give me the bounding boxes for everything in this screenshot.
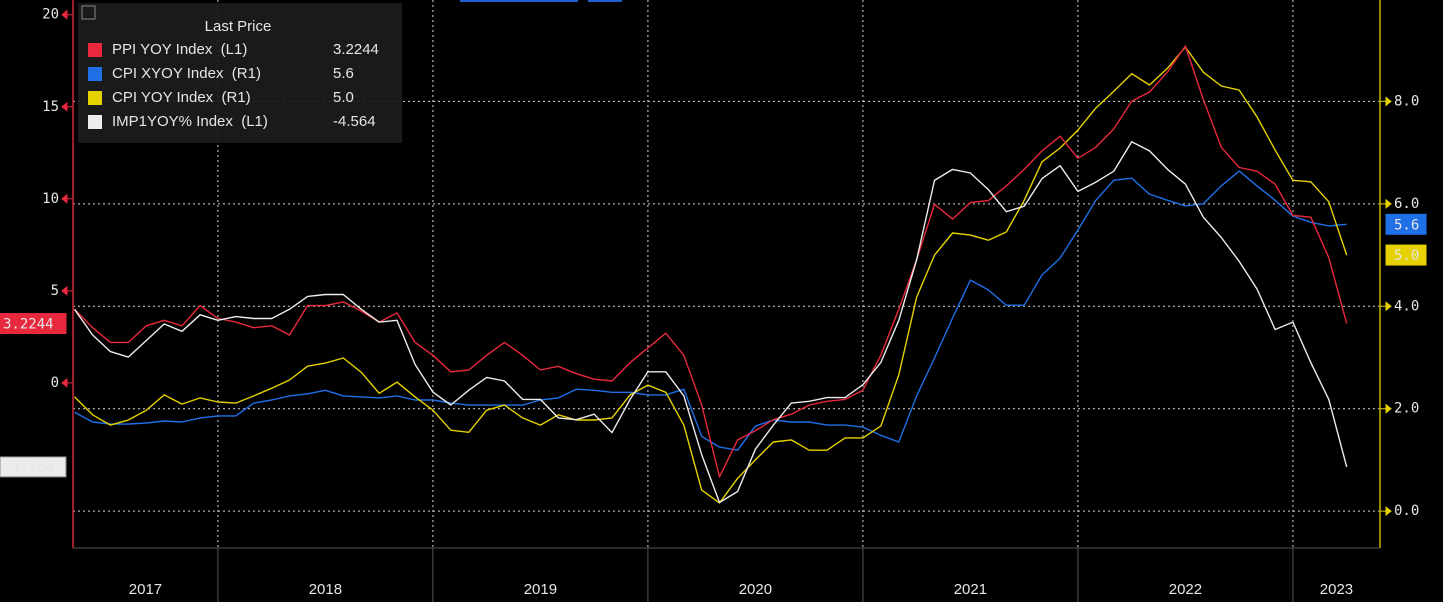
y2-tick-label: 4.0 <box>1394 298 1419 314</box>
toolbar-edge <box>588 0 622 2</box>
x-tick-label: 2022 <box>1169 581 1202 598</box>
y-tick-label: 5 <box>51 283 59 299</box>
last-value-label: 5.6 <box>1394 217 1419 233</box>
legend-label: CPI XYOY Index (R1) <box>112 65 261 82</box>
x-tick-label: 2019 <box>524 581 557 598</box>
legend-label: CPI YOY Index (R1) <box>112 89 251 106</box>
legend-icon[interactable] <box>81 5 96 20</box>
legend-box <box>78 3 402 143</box>
y2-tick <box>1380 301 1392 312</box>
legend-label: PPI YOY Index (L1) <box>112 41 247 58</box>
series-line <box>74 46 1348 504</box>
y2-tick-label: 0.0 <box>1394 503 1419 519</box>
last-value-tag <box>0 456 67 478</box>
y2-tick-label: 2.0 <box>1394 401 1419 417</box>
y2-tick-label: 6.0 <box>1394 196 1419 212</box>
x-tick-label: 2018 <box>309 581 342 598</box>
series-line <box>74 45 1348 478</box>
last-value-label: -4.564 <box>3 460 54 476</box>
last-value-tag <box>1385 244 1427 266</box>
legend-swatch <box>88 91 102 105</box>
last-value-label: 5.0 <box>1394 248 1419 264</box>
y2-tick <box>1380 198 1392 209</box>
series-line <box>73 141 1348 504</box>
legend-value: -4.564 <box>333 113 376 130</box>
y-tick-label: 20 <box>42 7 59 23</box>
last-value-tag <box>0 313 67 335</box>
legend: Last Price PPI YOY Index (L1) 3.2244 CPI X… <box>78 3 402 143</box>
legend-title: Last Price <box>205 18 272 35</box>
y-tick <box>61 101 73 112</box>
y-tick-label: 10 <box>42 191 59 207</box>
y-tick <box>61 377 73 388</box>
last-value-label: 3.2244 <box>3 317 54 333</box>
legend-value: 5.6 <box>333 65 354 82</box>
x-tick-label: 2017 <box>129 581 162 598</box>
legend-swatch <box>88 67 102 81</box>
legend-swatch <box>88 115 102 129</box>
legend-value: 3.2244 <box>333 41 379 58</box>
legend-value: 5.0 <box>333 89 354 106</box>
y-tick-label: 0 <box>51 375 59 391</box>
y-tick <box>61 285 73 296</box>
y2-tick <box>1380 96 1392 107</box>
y-tick <box>61 193 73 204</box>
legend-swatch <box>88 43 102 57</box>
y-tick <box>61 9 73 20</box>
y2-tick-label: 8.0 <box>1394 93 1419 109</box>
y2-tick <box>1380 403 1392 414</box>
legend-label: IMP1YOY% Index (L1) <box>112 113 268 130</box>
lines <box>73 45 1348 504</box>
x-tick-label: 2023 <box>1320 581 1353 598</box>
x-tick-label: 2021 <box>954 581 987 598</box>
y-tick-label: 15 <box>42 99 59 115</box>
toolbar-edge <box>460 0 578 2</box>
last-value-tag <box>1385 213 1427 235</box>
x-tick-label: 2020 <box>739 581 772 598</box>
y2-tick <box>1380 506 1392 517</box>
